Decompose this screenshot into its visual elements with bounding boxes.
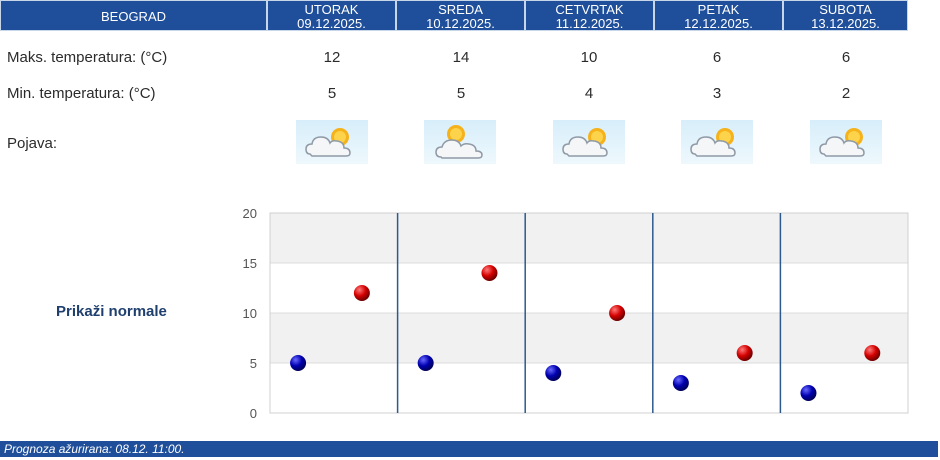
plot-band: [270, 313, 908, 363]
plot-band: [270, 363, 908, 413]
forecast-header: BEOGRAD UTORAK 09.12.2025. SREDA 10.12.2…: [0, 0, 938, 33]
day-name: SREDA: [438, 2, 483, 17]
max-temp-value: 14: [452, 49, 470, 66]
plot-band: [270, 213, 908, 263]
max-temp-value: 6: [841, 49, 851, 66]
min-temp-value: 3: [712, 85, 722, 102]
min-temp-label: Min. temperatura: (°C): [7, 85, 156, 102]
day-name: SUBOTA: [819, 2, 872, 17]
min-temp-point: [800, 385, 817, 401]
day-name: UTORAK: [304, 2, 359, 17]
min-temp-value: 5: [327, 85, 337, 102]
day-header-4: PETAK 12.12.2025.: [654, 0, 783, 31]
day-header-5: SUBOTA 13.12.2025.: [783, 0, 908, 31]
cloud-sun-icon: [424, 120, 496, 164]
forecast-updated: Prognoza ažurirana: 08.12. 11:00.: [0, 441, 938, 457]
max-temp-value: 6: [712, 49, 722, 66]
day-header-1: UTORAK 09.12.2025.: [267, 0, 396, 31]
max-temp-label: Maks. temperatura: (°C): [7, 49, 168, 66]
day-header-3: CETVRTAK 11.12.2025.: [525, 0, 654, 31]
y-tick-label: 10: [243, 306, 257, 321]
min-temp-value: 5: [456, 85, 466, 102]
max-temp-point: [353, 285, 370, 301]
plot-frame: [269, 212, 909, 414]
phenomenon-label: Pojava:: [7, 135, 58, 152]
min-temp-point: [545, 365, 562, 381]
day-date: 11.12.2025.: [555, 16, 624, 31]
temperature-chart: 0 5 10 15 20: [243, 206, 909, 421]
partly-cloudy-icon: [681, 120, 753, 164]
day-header-2: SREDA 10.12.2025.: [396, 0, 525, 31]
day-name: PETAK: [697, 2, 740, 17]
y-tick-label: 20: [243, 206, 257, 221]
day-date: 12.12.2025.: [684, 16, 753, 31]
max-temp-value: 10: [580, 49, 598, 66]
partly-cloudy-icon: [296, 120, 368, 164]
day-date: 09.12.2025.: [297, 16, 366, 31]
day-name: CETVRTAK: [555, 2, 624, 17]
max-temp-value: 12: [323, 49, 341, 66]
plot-band: [270, 263, 908, 313]
min-temp-point: [672, 375, 689, 391]
day-date: 13.12.2025.: [811, 16, 880, 31]
y-tick-label: 5: [250, 356, 257, 371]
city-name: BEOGRAD: [0, 0, 267, 31]
day-date: 10.12.2025.: [426, 16, 495, 31]
y-tick-label: 0: [250, 406, 257, 421]
min-temp-value: 4: [584, 85, 594, 102]
min-temp-point: [417, 355, 434, 371]
partly-cloudy-icon: [810, 120, 882, 164]
min-temp-point: [290, 355, 307, 371]
partly-cloudy-icon: [553, 120, 625, 164]
y-tick-label: 15: [243, 256, 257, 271]
max-temp-point: [864, 345, 881, 361]
max-temp-point: [481, 265, 498, 281]
max-temp-point: [609, 305, 626, 321]
max-temp-point: [736, 345, 753, 361]
show-normals-toggle[interactable]: Prikaži normale: [56, 303, 167, 320]
min-temp-value: 2: [841, 85, 851, 102]
